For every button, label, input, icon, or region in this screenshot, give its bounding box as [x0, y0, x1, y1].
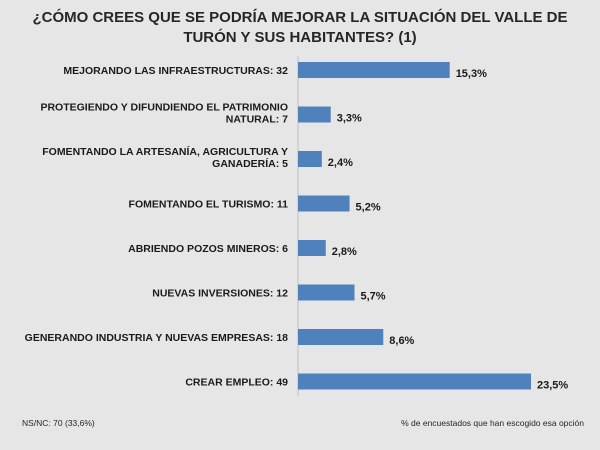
category-label-line: GANADERÍA: 5: [212, 157, 288, 170]
category-label: NUEVAS INVERSIONES: 12: [152, 288, 288, 300]
no-answer-note: NS/NC: 70 (33,6%): [22, 418, 95, 428]
percent-note: % de encuestados que han escogido esa op…: [401, 418, 584, 428]
category-label: PROTEGIENDO Y DIFUNDIENDO EL PATRIMONIO N…: [40, 102, 288, 126]
data-label: 5,2%: [356, 202, 381, 214]
category-label: GENERANDO INDUSTRIA Y NUEVAS EMPRESAS: 1…: [25, 332, 288, 344]
bar: [298, 106, 331, 123]
data-label: 2,8%: [332, 246, 357, 258]
bar: [298, 373, 531, 390]
data-label: 23,5%: [537, 380, 568, 392]
bar: [298, 329, 384, 345]
category-label-line: NUEVAS INVERSIONES: 12: [152, 288, 288, 300]
category-label: FOMENTANDO LA ARTESANÍA, AGRICULTURA Y GA…: [42, 145, 288, 170]
data-label: 5,7%: [361, 291, 386, 303]
bar: [298, 62, 450, 78]
bar: [298, 151, 322, 167]
category-label-line: ABRIENDO POZOS MINEROS: 6: [128, 243, 288, 255]
category-label: FOMENTANDO EL TURISMO: 11: [129, 199, 289, 211]
data-label: 2,4%: [328, 157, 353, 169]
data-label: 3,3%: [337, 113, 362, 125]
category-label-line: NATURAL: 7: [226, 114, 288, 126]
bar: [298, 240, 326, 256]
category-label: ABRIENDO POZOS MINEROS: 6: [128, 243, 288, 255]
category-label-line: CREAR EMPLEO: 49: [185, 377, 288, 389]
bar: [298, 195, 350, 212]
category-label-line: GENERANDO INDUSTRIA Y NUEVAS EMPRESAS: 1…: [25, 332, 288, 344]
category-label-line: FOMENTANDO EL TURISMO: 11: [129, 199, 289, 211]
category-label: CREAR EMPLEO: 49: [185, 377, 288, 389]
chart-title: ¿CÓMO CREES QUE SE PODRÍA MEJORAR LA SIT…: [32, 9, 568, 46]
data-label: 8,6%: [389, 335, 414, 347]
bar: [298, 284, 355, 301]
category-label-line: FOMENTANDO LA ARTESANÍA, AGRICULTURA Y: [42, 145, 288, 158]
category-label: MEJORANDO LAS INFRAESTRUCTURAS: 32: [63, 65, 288, 77]
category-label-line: MEJORANDO LAS INFRAESTRUCTURAS: 32: [63, 65, 288, 77]
category-label-line: PROTEGIENDO Y DIFUNDIENDO EL PATRIMONIO: [40, 102, 288, 114]
data-label: 15,3%: [456, 68, 487, 80]
